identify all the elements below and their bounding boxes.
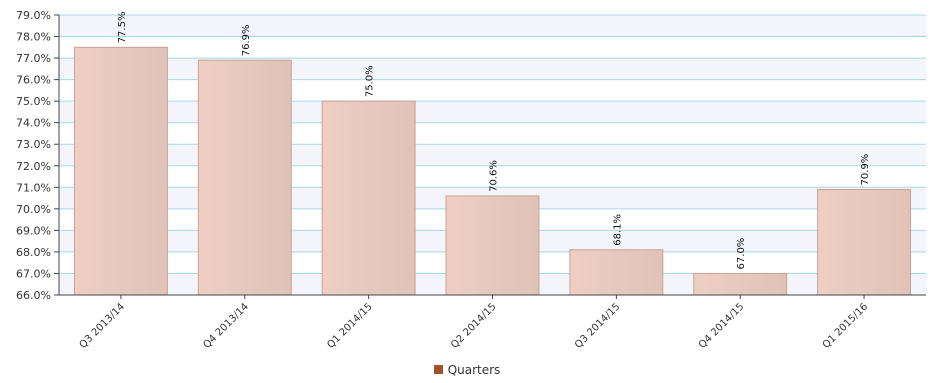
bars xyxy=(73,46,912,296)
data-label: 70.6% xyxy=(489,160,500,192)
legend: Quarters xyxy=(0,363,934,377)
x-tick-label: Q1 2014/15 xyxy=(325,301,374,350)
x-axis-ticks: Q3 2013/14 Q4 2013/14 Q1 2014/15 Q2 2014/15… xyxy=(78,295,870,351)
data-label: 75.0% xyxy=(365,65,376,97)
y-tick-label: 68.0% xyxy=(16,246,51,259)
plot-band xyxy=(59,15,926,37)
y-tick-label: 79.0% xyxy=(16,9,51,22)
x-tick-label: Q3 2013/14 xyxy=(78,301,127,350)
y-tick-label: 73.0% xyxy=(16,138,51,151)
bar xyxy=(445,195,540,296)
y-tick-label: 70.0% xyxy=(16,203,51,216)
y-axis-ticks: 66.0% 67.0% 68.0% 69.0% 70.0% 71.0% 72.0% 73.0%… xyxy=(16,9,59,302)
y-tick-label: 66.0% xyxy=(16,289,51,302)
data-label: 76.9% xyxy=(241,24,252,56)
x-tick-label: Q1 2015/16 xyxy=(821,301,870,350)
data-label: 70.9% xyxy=(860,154,871,186)
data-label: 68.1% xyxy=(612,214,623,246)
bar xyxy=(321,100,416,296)
plot-band xyxy=(59,58,926,80)
y-tick-label: 78.0% xyxy=(16,31,51,44)
bar xyxy=(197,59,292,296)
data-labels: 77.5% 76.9% 75.0% 70.6% 68.1% 67.0% 70.9% xyxy=(117,12,871,270)
legend-swatch xyxy=(433,365,443,374)
data-label: 77.5% xyxy=(117,12,128,44)
data-label: 67.0% xyxy=(736,238,747,270)
x-tick-label: Q2 2014/15 xyxy=(449,301,498,350)
bar xyxy=(817,188,912,296)
bar xyxy=(73,46,168,296)
x-tick-label: Q4 2014/15 xyxy=(697,301,746,350)
y-tick-label: 71.0% xyxy=(16,181,51,194)
y-tick-label: 69.0% xyxy=(16,224,51,237)
y-tick-label: 67.0% xyxy=(16,267,51,280)
bar xyxy=(569,249,664,296)
bar xyxy=(693,272,788,296)
y-tick-label: 74.0% xyxy=(16,117,51,130)
y-tick-label: 75.0% xyxy=(16,95,51,108)
x-tick-label: Q4 2013/14 xyxy=(201,301,250,350)
y-tick-label: 76.0% xyxy=(16,74,51,87)
y-tick-label: 77.0% xyxy=(16,52,51,65)
x-tick-label: Q3 2014/15 xyxy=(573,301,622,350)
legend-label: Quarters xyxy=(447,363,501,377)
y-tick-label: 72.0% xyxy=(16,160,51,173)
axes xyxy=(58,15,926,296)
plot-band xyxy=(59,101,926,123)
